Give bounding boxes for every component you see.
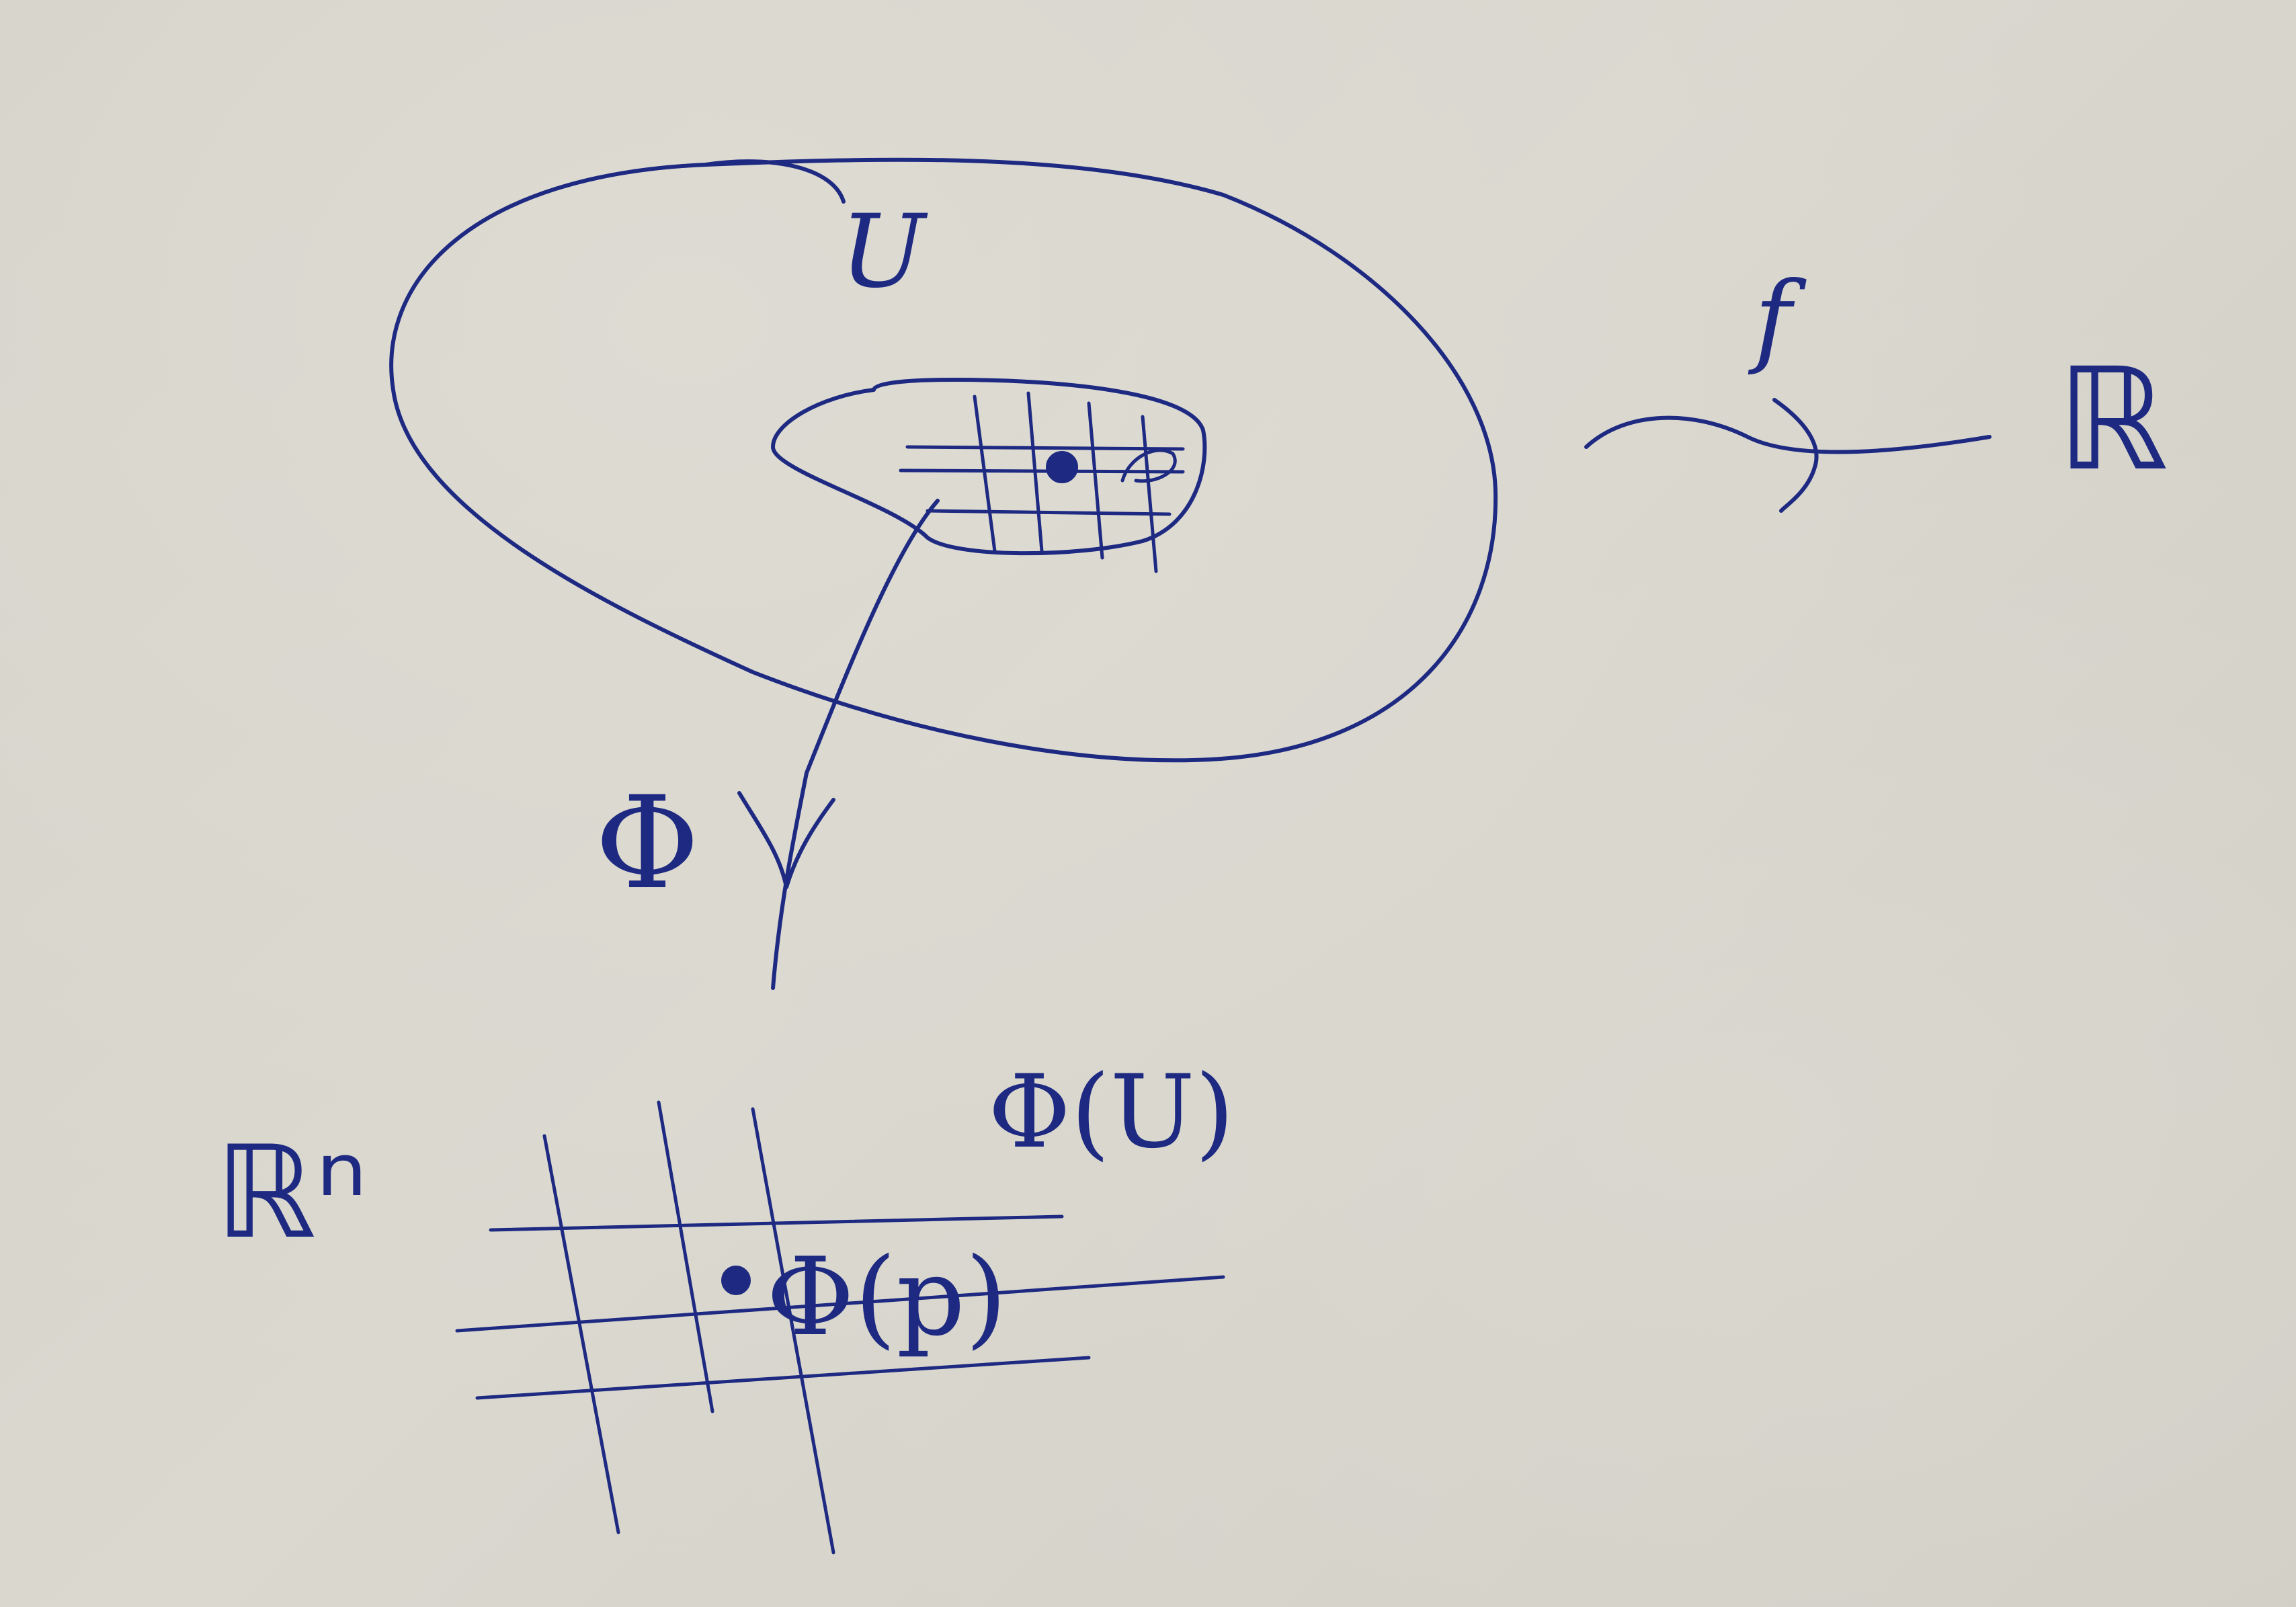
chart-map-label: Φ <box>595 769 700 917</box>
point-p <box>1046 451 1078 483</box>
reals-label: ℝ <box>2057 337 2169 502</box>
open-set-tail <box>704 159 846 204</box>
point-p-label-mark <box>1120 448 1177 483</box>
euclidean-space-label: ℝⁿ <box>215 1118 368 1267</box>
open-set-label: U <box>840 194 926 311</box>
image-of-p-label: Φ(p) <box>766 1234 1008 1360</box>
chart-map-arrow <box>771 499 940 990</box>
chart-map-arrowhead <box>737 791 835 889</box>
euclidean-grid <box>455 1100 1225 1555</box>
neighborhood-grid <box>899 391 1185 573</box>
point-phi-p <box>721 1266 751 1295</box>
function-arrow <box>1584 415 1992 454</box>
function-arrowhead <box>1772 398 1819 513</box>
open-set-outline <box>389 157 1498 763</box>
image-of-u-label: Φ(U) <box>988 1054 1235 1171</box>
chart-neighborhood-outline <box>771 378 1207 556</box>
function-label: f <box>1754 261 1792 378</box>
